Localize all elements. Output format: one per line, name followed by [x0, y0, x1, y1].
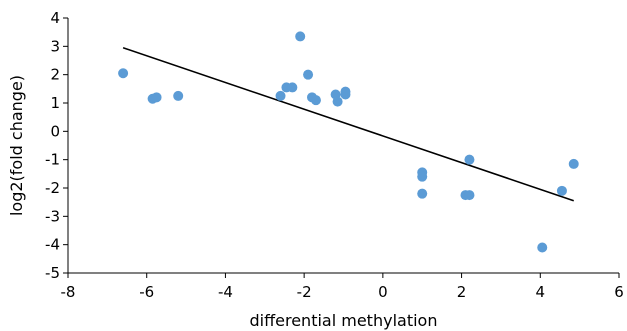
x-tick-label: 0 [378, 283, 388, 301]
data-point [556, 185, 567, 196]
y-tick-label: -4 [45, 236, 60, 254]
data-point [417, 171, 428, 182]
x-tick-label: -4 [218, 283, 233, 301]
y-tick-label: 0 [50, 122, 60, 140]
y-tick-label: 2 [50, 66, 60, 84]
x-tick-label: -2 [297, 283, 312, 301]
y-tick-label: -1 [45, 151, 60, 169]
data-point [310, 95, 321, 106]
axes [67, 18, 619, 274]
y-tick-label: 4 [50, 9, 60, 27]
y-axis-title: log2(fold change) [7, 75, 26, 216]
x-ticks: -8 -6 -4 -2 0 2 4 6 [61, 273, 624, 301]
y-ticks: 4 3 2 1 0 -1 -2 -3 -4 -5 [45, 9, 68, 282]
data-point [464, 154, 475, 165]
data-point [295, 31, 306, 42]
x-tick-label: -8 [61, 283, 76, 301]
data-point [275, 90, 286, 101]
data-point [287, 82, 298, 93]
x-axis-title: differential methylation [250, 311, 438, 330]
y-tick-label: 3 [50, 37, 60, 55]
x-tick-label: 6 [614, 283, 624, 301]
y-tick-label: 1 [50, 94, 60, 112]
data-point [464, 190, 475, 201]
data-point [332, 96, 343, 107]
data-points [118, 31, 579, 253]
x-tick-label: 2 [457, 283, 467, 301]
data-point [537, 242, 548, 253]
data-point [151, 92, 162, 103]
x-tick-label: -6 [139, 283, 154, 301]
data-point [118, 68, 129, 79]
data-point [417, 188, 428, 199]
data-point [568, 158, 579, 169]
data-point [173, 90, 184, 101]
data-point [303, 69, 314, 80]
y-tick-label: -3 [45, 207, 60, 225]
x-tick-label: 4 [536, 283, 546, 301]
trendline [122, 46, 574, 202]
y-tick-label: -2 [45, 179, 60, 197]
y-tick-label: -5 [45, 264, 60, 282]
data-point [340, 86, 351, 97]
